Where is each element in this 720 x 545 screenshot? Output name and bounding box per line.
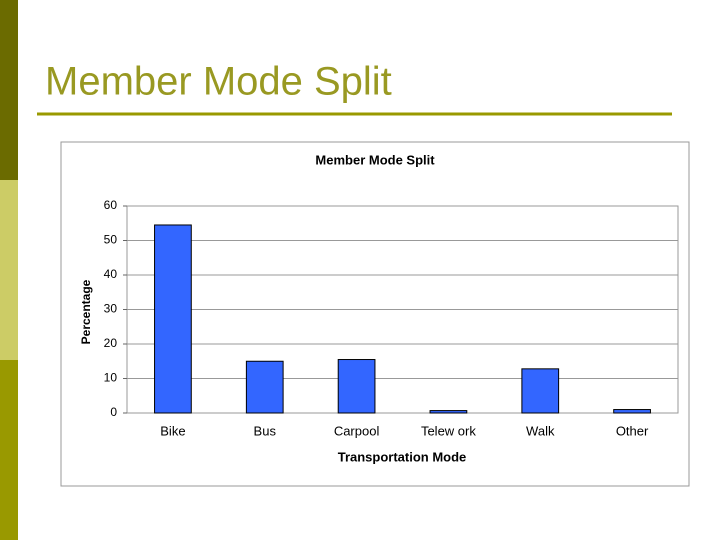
y-tick-label: 0 bbox=[110, 405, 117, 419]
chart-title: Member Mode Split bbox=[315, 152, 435, 167]
stripe bbox=[0, 0, 18, 180]
x-axis-label: Transportation Mode bbox=[338, 449, 467, 464]
bar bbox=[245, 360, 284, 414]
x-tick-label: Telew ork bbox=[421, 423, 476, 438]
bar bbox=[429, 410, 468, 414]
stripe bbox=[0, 360, 18, 540]
slide-title: Member Mode Split bbox=[45, 60, 392, 104]
y-tick-label: 30 bbox=[104, 302, 118, 316]
bar bbox=[613, 409, 651, 414]
y-axis-label: Percentage bbox=[79, 279, 93, 344]
y-tick-label: 60 bbox=[104, 198, 118, 212]
y-tick-label: 10 bbox=[104, 371, 118, 385]
bar bbox=[154, 224, 192, 414]
y-tick-label: 20 bbox=[104, 336, 118, 350]
x-tick-label: Walk bbox=[526, 423, 555, 438]
y-tick-label: 40 bbox=[104, 267, 118, 281]
x-tick-label: Bus bbox=[254, 423, 277, 438]
bar bbox=[337, 359, 376, 414]
stripe bbox=[0, 180, 18, 360]
x-tick-label: Other bbox=[616, 423, 649, 438]
bar bbox=[521, 368, 560, 414]
y-tick-label: 50 bbox=[104, 233, 118, 247]
x-tick-label: Carpool bbox=[334, 423, 380, 438]
x-tick-label: Bike bbox=[160, 423, 185, 438]
